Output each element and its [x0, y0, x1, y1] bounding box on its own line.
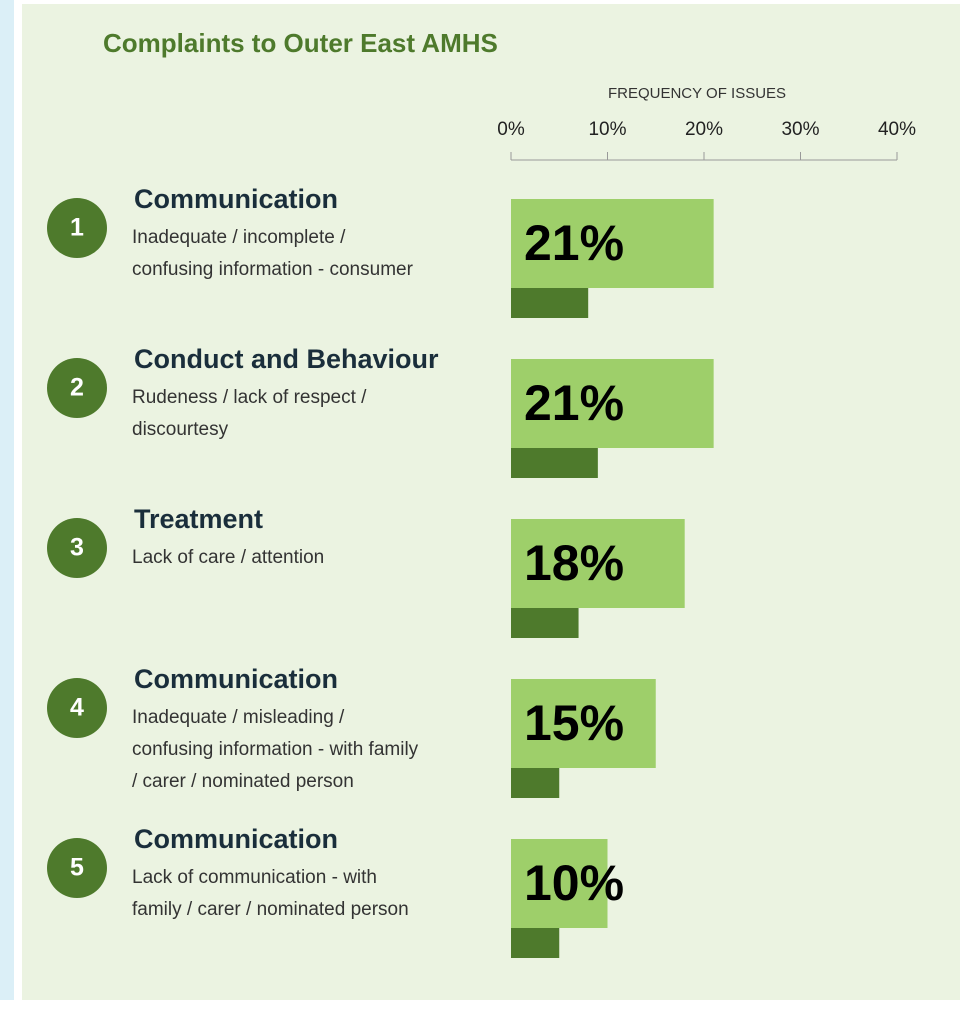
x-tick-label: 10% — [588, 119, 626, 140]
item-description: discourtesy — [132, 419, 229, 440]
axis-label: FREQUENCY OF ISSUES — [608, 85, 786, 102]
item-description: Rudeness / lack of respect / — [132, 387, 367, 408]
bar — [511, 679, 656, 768]
item-description: Lack of care / attention — [132, 547, 324, 568]
panel — [22, 4, 960, 1000]
item-number: 3 — [70, 534, 84, 562]
item-title: Communication — [134, 184, 338, 214]
item-description: Inadequate / incomplete / — [132, 227, 346, 248]
bar — [511, 768, 560, 798]
item-title: Conduct and Behaviour — [134, 344, 439, 374]
number-badge — [47, 198, 107, 258]
item-title: Treatment — [134, 504, 263, 534]
item-number: 5 — [70, 854, 84, 882]
item-number: 1 — [70, 214, 84, 242]
bar — [511, 288, 589, 318]
number-badge — [47, 838, 107, 898]
item-description: / carer / nominated person — [132, 771, 354, 792]
bar — [511, 359, 714, 448]
item-description: confusing information - with family — [132, 739, 419, 760]
item-number: 4 — [70, 694, 84, 722]
x-tick-label: 20% — [685, 119, 723, 140]
item-description: Inadequate / misleading / — [132, 707, 345, 728]
value-label: 21% — [524, 375, 624, 431]
item-title: Communication — [134, 664, 338, 694]
bar — [511, 928, 560, 958]
number-badge — [47, 358, 107, 418]
item-description: family / carer / nominated person — [132, 899, 409, 920]
item-description: confusing information - consumer — [132, 259, 414, 280]
item-title: Communication — [134, 824, 338, 854]
item-description: Lack of communication - with — [132, 867, 377, 888]
value-label: 18% — [524, 535, 624, 591]
bar — [511, 839, 608, 928]
x-tick-label: 40% — [878, 119, 916, 140]
number-badge — [47, 678, 107, 738]
bar — [511, 199, 714, 288]
bar — [511, 608, 579, 638]
bar — [511, 448, 598, 478]
value-label: 21% — [524, 215, 624, 271]
item-number: 2 — [70, 374, 84, 402]
side-strip — [0, 0, 14, 1000]
bar — [511, 519, 685, 608]
chart-title: Complaints to Outer East AMHS — [103, 28, 498, 58]
value-label: 10% — [524, 855, 624, 911]
x-tick-label: 0% — [497, 119, 525, 140]
number-badge — [47, 518, 107, 578]
value-label: 15% — [524, 695, 624, 751]
x-tick-label: 30% — [781, 119, 819, 140]
